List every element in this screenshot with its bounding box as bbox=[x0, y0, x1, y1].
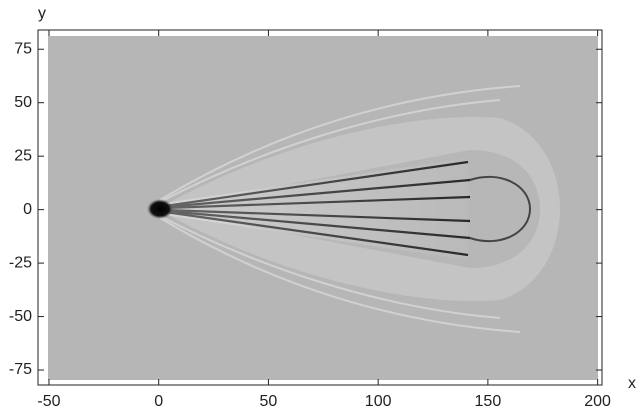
y-tick-label: 50 bbox=[14, 94, 32, 111]
x-tick-label: 200 bbox=[584, 393, 611, 410]
x-tick-label: 0 bbox=[154, 393, 163, 410]
x-axis-label: x bbox=[628, 375, 636, 392]
x-tick-label: -50 bbox=[37, 393, 60, 410]
y-axis-label: y bbox=[38, 5, 46, 22]
frame bbox=[37, 29, 603, 386]
y-tick-label: -75 bbox=[9, 361, 32, 378]
x-tick-label: 150 bbox=[475, 393, 502, 410]
y-tick-label: 25 bbox=[14, 147, 32, 164]
x-tick-label: 100 bbox=[365, 393, 392, 410]
x-tick-label: 50 bbox=[260, 393, 278, 410]
y-tick-label: -50 bbox=[9, 308, 32, 325]
y-tick-label: 0 bbox=[23, 201, 32, 218]
y-tick-label: 75 bbox=[14, 40, 32, 57]
density-field bbox=[38, 30, 602, 385]
y-tick-label: -25 bbox=[9, 254, 32, 271]
